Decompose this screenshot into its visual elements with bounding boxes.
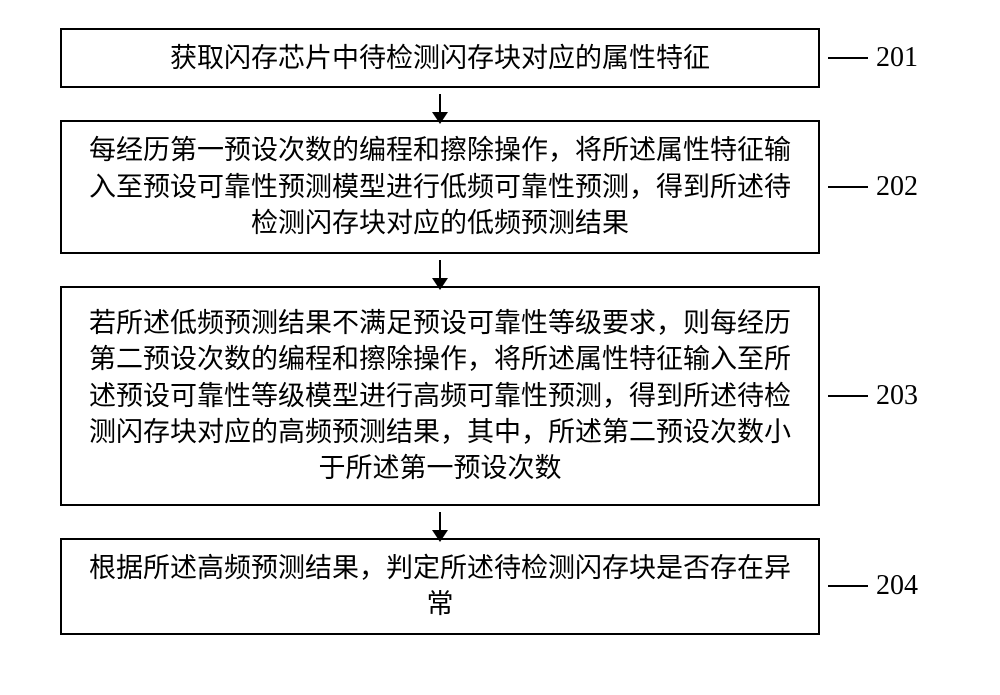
step-row-2: 每经历第一预设次数的编程和擦除操作，将所述属性特征输入至预设可靠性预测模型进行低… [60,120,1000,253]
step-box-2: 每经历第一预设次数的编程和擦除操作，将所述属性特征输入至预设可靠性预测模型进行低… [60,120,820,253]
label-connector-3: 203 [828,380,918,412]
arrow-1 [60,88,820,120]
tick-line [828,186,868,188]
tick-line [828,585,868,587]
step-text-1: 获取闪存芯片中待检测闪存块对应的属性特征 [170,40,710,76]
step-text-3: 若所述低频预测结果不满足预设可靠性等级要求，则每经历第二预设次数的编程和擦除操作… [82,305,798,487]
tick-line [828,395,868,397]
label-connector-1: 201 [828,42,918,74]
flowchart-container: 获取闪存芯片中待检测闪存块对应的属性特征 201 每经历第一预设次数的编程和擦除… [0,0,1000,695]
tick-line [828,57,868,59]
arrow-3 [60,506,820,538]
step-label-3: 203 [876,380,918,412]
arrow-2 [60,254,820,286]
step-row-3: 若所述低频预测结果不满足预设可靠性等级要求，则每经历第二预设次数的编程和擦除操作… [60,286,1000,506]
step-label-4: 204 [876,570,918,602]
step-row-1: 获取闪存芯片中待检测闪存块对应的属性特征 201 [60,28,1000,88]
step-label-2: 202 [876,171,918,203]
label-connector-2: 202 [828,171,918,203]
arrow-icon [439,260,441,280]
step-text-4: 根据所述高频预测结果，判定所述待检测闪存块是否存在异常 [82,550,798,623]
step-box-4: 根据所述高频预测结果，判定所述待检测闪存块是否存在异常 [60,538,820,635]
step-box-3: 若所述低频预测结果不满足预设可靠性等级要求，则每经历第二预设次数的编程和擦除操作… [60,286,820,506]
step-text-2: 每经历第一预设次数的编程和擦除操作，将所述属性特征输入至预设可靠性预测模型进行低… [82,132,798,241]
step-label-1: 201 [876,42,918,74]
step-box-1: 获取闪存芯片中待检测闪存块对应的属性特征 [60,28,820,88]
step-row-4: 根据所述高频预测结果，判定所述待检测闪存块是否存在异常 204 [60,538,1000,635]
arrow-icon [439,94,441,114]
label-connector-4: 204 [828,570,918,602]
arrow-icon [439,512,441,532]
